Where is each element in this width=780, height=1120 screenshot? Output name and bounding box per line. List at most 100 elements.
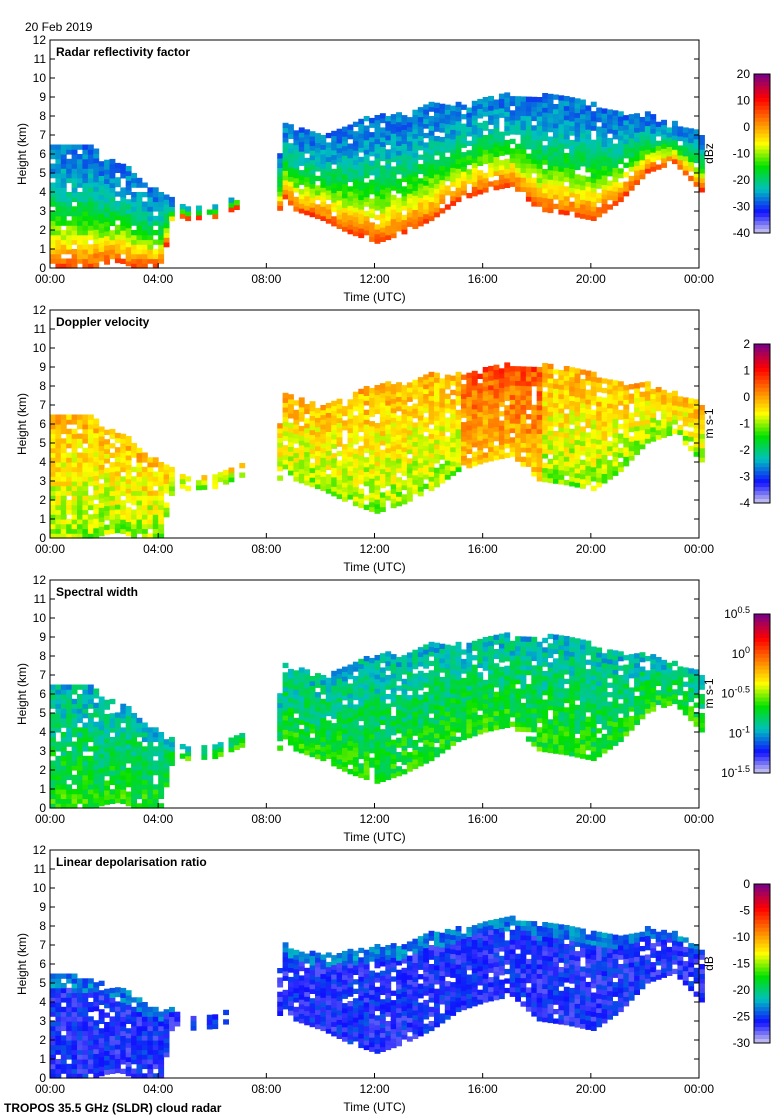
heatmap-cell [379, 397, 386, 403]
heatmap-cell [293, 182, 300, 188]
heatmap-cell [50, 173, 56, 179]
heatmap-cell [515, 413, 521, 419]
heatmap-cell [104, 259, 110, 265]
heatmap-cell [304, 465, 311, 472]
heatmap-cell [655, 434, 662, 440]
heatmap-cell [282, 407, 289, 413]
heatmap-cell [358, 185, 365, 191]
heatmap-cell [423, 459, 430, 466]
heatmap-cell [385, 182, 392, 188]
heatmap-cell [66, 703, 73, 709]
heatmap-cell [120, 481, 127, 487]
heatmap-cell [369, 492, 375, 498]
heatmap-cell [288, 740, 294, 746]
heatmap-cell [125, 256, 132, 262]
heatmap-cell [493, 113, 500, 119]
heatmap-cell [655, 391, 662, 397]
heatmap-cell [358, 687, 365, 693]
heatmap-cell [66, 741, 73, 747]
heatmap-cell [87, 452, 94, 458]
heatmap-cell [423, 156, 430, 162]
heatmap-cell [131, 215, 137, 222]
heatmap-cell [628, 166, 635, 172]
heatmap-cell [298, 463, 305, 470]
heatmap-cell [585, 195, 592, 201]
heatmap-cell [277, 726, 284, 732]
heatmap-cell [542, 154, 549, 161]
x-tick-label: 16:00 [468, 542, 498, 556]
heatmap-cell [125, 223, 132, 229]
heatmap-cell [374, 712, 381, 718]
colorbar-segment [754, 217, 770, 222]
heatmap-cell [639, 410, 646, 416]
heatmap-cell [644, 163, 651, 169]
heatmap-cell [396, 226, 402, 232]
heatmap-cell [196, 480, 202, 486]
heatmap-cell [336, 181, 343, 187]
heatmap-cell [569, 139, 576, 146]
heatmap-cell [125, 493, 132, 499]
heatmap-cell [141, 258, 148, 264]
heatmap-cell [639, 174, 646, 180]
heatmap-cell [158, 784, 165, 790]
heatmap-cell [66, 755, 73, 762]
heatmap-cell [60, 684, 67, 690]
colorbar-tick-label: 0 [743, 390, 750, 404]
heatmap-cell [444, 379, 451, 385]
heatmap-cell [282, 411, 289, 418]
heatmap-cell [423, 464, 430, 470]
heatmap-cell [196, 210, 202, 216]
heatmap-cell [396, 197, 402, 203]
heatmap-cell [423, 204, 430, 210]
heatmap-cell [325, 407, 332, 413]
heatmap-cell [347, 408, 354, 415]
heatmap-cell [509, 418, 516, 424]
heatmap-cell [352, 211, 359, 218]
heatmap-cell [66, 509, 73, 515]
heatmap-cell [634, 136, 640, 143]
heatmap-cell [82, 708, 89, 714]
heatmap-cell [520, 143, 527, 150]
heatmap-cell [325, 208, 332, 215]
heatmap-cell [520, 442, 527, 448]
heatmap-cell [607, 426, 613, 433]
heatmap-cell [498, 387, 505, 393]
heatmap-cell [520, 394, 527, 401]
heatmap-cell [336, 219, 343, 225]
heatmap-cell [634, 165, 640, 171]
heatmap-cell [93, 788, 100, 794]
heatmap-cell [163, 782, 170, 788]
heatmap-cell [50, 770, 56, 776]
heatmap-cell [406, 178, 413, 185]
heatmap-cell [55, 457, 62, 463]
heatmap-cell [450, 167, 457, 173]
heatmap-cell [672, 139, 678, 146]
heatmap-cell [379, 136, 386, 143]
heatmap-cell [590, 173, 597, 179]
heatmap-cell [515, 456, 521, 462]
heatmap-cell [558, 180, 565, 187]
heatmap-cell [580, 123, 586, 129]
heatmap-cell [282, 165, 289, 171]
heatmap-cell [412, 489, 419, 495]
heatmap-cell [77, 457, 83, 463]
heatmap-cell [699, 139, 705, 145]
heatmap-cell [547, 373, 554, 379]
heatmap-cell [536, 367, 543, 373]
heatmap-cell [293, 424, 300, 430]
heatmap-cell [525, 182, 532, 188]
heatmap-cell [699, 405, 705, 411]
heatmap-cell [547, 387, 554, 393]
heatmap-cell [336, 725, 343, 731]
heatmap-cell [315, 682, 321, 688]
heatmap-cell [55, 485, 62, 492]
heatmap-cell [488, 152, 494, 159]
heatmap-cell [596, 439, 603, 445]
heatmap-cell [590, 182, 597, 188]
heatmap-cell [423, 109, 430, 115]
heatmap-cell [509, 394, 516, 400]
heatmap-cell [87, 443, 94, 449]
heatmap-cell [347, 697, 354, 704]
heatmap-cell [320, 736, 327, 743]
